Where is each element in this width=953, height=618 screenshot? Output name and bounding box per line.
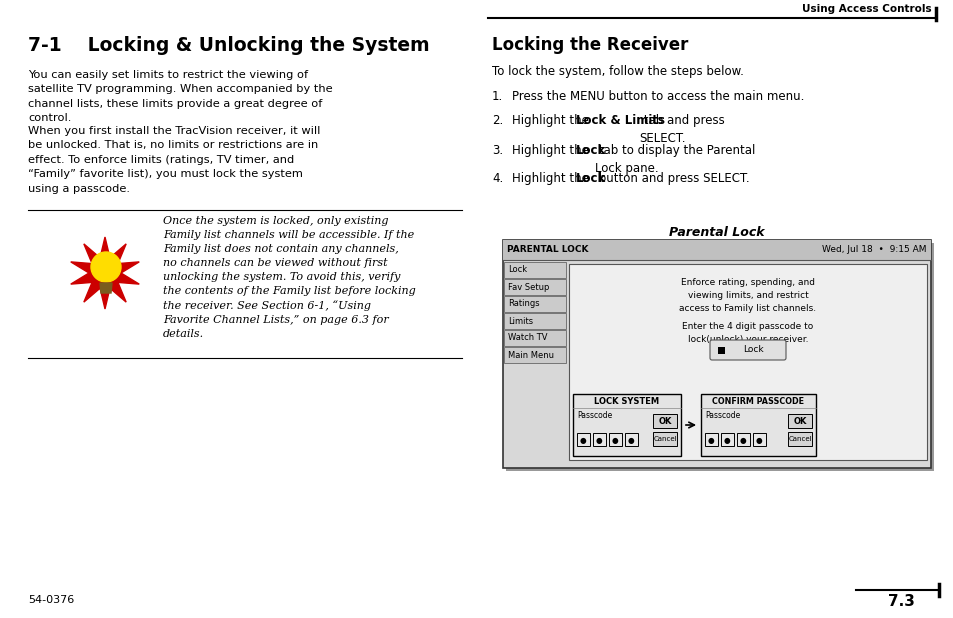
Text: Fav Setup: Fav Setup (507, 282, 549, 292)
FancyBboxPatch shape (787, 432, 811, 446)
FancyBboxPatch shape (503, 262, 565, 278)
Text: Locking the Receiver: Locking the Receiver (492, 36, 688, 54)
Text: Wed, Jul 18  •  9:15 AM: Wed, Jul 18 • 9:15 AM (821, 245, 926, 255)
FancyBboxPatch shape (720, 433, 733, 446)
Text: button and press SELECT.: button and press SELECT. (595, 172, 749, 185)
Text: Passcode: Passcode (577, 412, 612, 420)
Text: OK: OK (658, 417, 671, 426)
Text: Once the system is locked, only existing
Family list channels will be accessible: Once the system is locked, only existing… (163, 216, 416, 339)
Text: Main Menu: Main Menu (507, 350, 554, 360)
Text: viewing limits, and restrict: viewing limits, and restrict (687, 291, 807, 300)
Text: Lock: Lock (507, 266, 527, 274)
Text: OK: OK (793, 417, 806, 426)
Polygon shape (71, 237, 139, 309)
Text: Press the MENU button to access the main menu.: Press the MENU button to access the main… (512, 90, 803, 103)
FancyBboxPatch shape (503, 313, 565, 329)
FancyBboxPatch shape (503, 279, 565, 295)
Text: Highlight the: Highlight the (512, 144, 592, 157)
FancyBboxPatch shape (709, 340, 785, 360)
Text: CONFIRM PASSCODE: CONFIRM PASSCODE (712, 397, 803, 405)
Text: Passcode: Passcode (704, 412, 740, 420)
Text: ●: ● (611, 436, 618, 444)
FancyBboxPatch shape (505, 243, 933, 471)
Text: Highlight the Lock & Limits tab and press
SELECT.: Highlight the Lock & Limits tab and pres… (512, 114, 756, 145)
FancyBboxPatch shape (718, 347, 724, 354)
Text: PARENTAL LOCK: PARENTAL LOCK (506, 245, 588, 255)
FancyBboxPatch shape (704, 433, 718, 446)
Text: 4.: 4. (492, 172, 503, 185)
Text: Lock: Lock (741, 345, 762, 355)
Text: tab and press
SELECT.: tab and press SELECT. (639, 114, 723, 145)
Text: Highlight the: Highlight the (512, 114, 592, 127)
FancyBboxPatch shape (652, 414, 677, 428)
Text: 3.: 3. (492, 144, 502, 157)
Text: Lock: Lock (575, 144, 605, 157)
Text: To lock the system, follow the steps below.: To lock the system, follow the steps bel… (492, 65, 743, 78)
Text: ●: ● (723, 436, 730, 444)
Text: tab to display the Parental
Lock pane.: tab to display the Parental Lock pane. (595, 144, 755, 175)
FancyBboxPatch shape (568, 264, 926, 460)
Text: 7.3: 7.3 (887, 595, 914, 609)
Text: Press the MENU button to access the main menu.: Press the MENU button to access the main… (512, 90, 803, 103)
FancyBboxPatch shape (593, 433, 605, 446)
FancyBboxPatch shape (652, 432, 677, 446)
Text: 54-0376: 54-0376 (28, 595, 74, 605)
Text: LOCK SYSTEM: LOCK SYSTEM (594, 397, 659, 405)
FancyBboxPatch shape (700, 394, 815, 456)
Text: 2.: 2. (492, 114, 503, 127)
Text: Cancel: Cancel (787, 436, 811, 442)
Text: Highlight the Lock tab to display the Parental
Lock pane.: Highlight the Lock tab to display the Pa… (512, 144, 779, 175)
Text: lock(unlock) your receiver.: lock(unlock) your receiver. (687, 335, 807, 344)
Text: Parental Lock: Parental Lock (668, 226, 764, 239)
Text: You can easily set limits to restrict the viewing of
satellite TV programming. W: You can easily set limits to restrict th… (28, 70, 333, 123)
FancyBboxPatch shape (503, 296, 565, 312)
FancyBboxPatch shape (787, 414, 811, 428)
Text: Lock & Limits: Lock & Limits (575, 114, 664, 127)
Text: access to Family list channels.: access to Family list channels. (679, 304, 816, 313)
Text: Ratings: Ratings (507, 300, 539, 308)
Text: ●: ● (627, 436, 634, 444)
FancyBboxPatch shape (503, 347, 565, 363)
Text: Cancel: Cancel (653, 436, 676, 442)
Text: ●: ● (739, 436, 745, 444)
Text: Lock: Lock (575, 172, 605, 185)
Text: ●: ● (707, 436, 714, 444)
FancyBboxPatch shape (502, 240, 930, 468)
FancyBboxPatch shape (608, 433, 621, 446)
FancyBboxPatch shape (752, 433, 765, 446)
Text: When you first install the TracVision receiver, it will
be unlocked. That is, no: When you first install the TracVision re… (28, 126, 320, 193)
Text: Using Access Controls: Using Access Controls (801, 4, 931, 14)
Text: Highlight the Lock button and press SELECT.: Highlight the Lock button and press SELE… (512, 172, 773, 185)
Text: ●: ● (595, 436, 601, 444)
Text: Watch TV: Watch TV (507, 334, 547, 342)
Text: ●: ● (579, 436, 586, 444)
Text: Enter the 4 digit passcode to: Enter the 4 digit passcode to (681, 322, 813, 331)
FancyBboxPatch shape (502, 240, 930, 260)
FancyBboxPatch shape (503, 330, 565, 346)
Text: ●: ● (755, 436, 761, 444)
FancyBboxPatch shape (573, 394, 680, 456)
FancyBboxPatch shape (624, 433, 638, 446)
Text: 7-1    Locking & Unlocking the System: 7-1 Locking & Unlocking the System (28, 36, 429, 55)
FancyBboxPatch shape (737, 433, 749, 446)
Text: Limits: Limits (507, 316, 533, 326)
Text: Highlight the: Highlight the (512, 172, 592, 185)
Text: Enforce rating, spending, and: Enforce rating, spending, and (680, 278, 814, 287)
Polygon shape (100, 283, 112, 293)
FancyBboxPatch shape (577, 433, 589, 446)
Circle shape (91, 252, 121, 282)
Text: 1.: 1. (492, 90, 503, 103)
